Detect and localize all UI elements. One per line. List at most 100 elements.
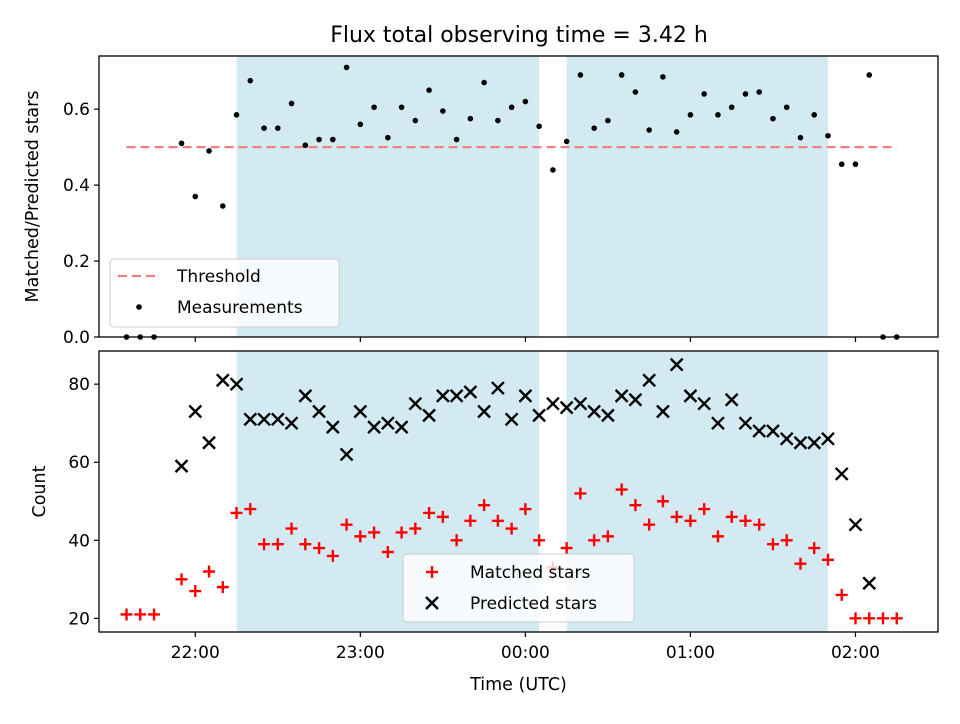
legend-measurements-label: Measurements: [177, 298, 303, 318]
predicted-star-point: [339, 447, 354, 462]
legend-matched-label: Matched stars: [470, 563, 590, 583]
matched-star-point: [808, 542, 821, 555]
y-tick-label: 0.6: [63, 100, 90, 120]
top-shaded-regions: [236, 56, 828, 337]
measurement-point: [591, 125, 597, 131]
matched-star-point: [588, 534, 601, 547]
matched-star-point: [601, 530, 614, 543]
y-tick-label: 0.4: [63, 176, 90, 196]
legend-threshold-label: Threshold: [176, 267, 261, 287]
matched-star-point: [876, 612, 889, 625]
measurement-point: [481, 79, 487, 86]
x-tick-label: 22:00: [171, 643, 220, 663]
bottom-panel: 20 40 60 80 22:00 23:00 00:00 01:00 02:00 Count…: [30, 350, 939, 695]
measurement-point: [701, 91, 707, 97]
measurement-point: [852, 161, 859, 168]
measurement-point: [343, 64, 350, 71]
matched-star-point: [835, 588, 848, 601]
matched-star-point: [203, 565, 216, 578]
predicted-star-point: [202, 435, 216, 450]
matched-star-point: [464, 514, 477, 527]
matched-star-point: [629, 499, 642, 512]
matched-star-point: [478, 499, 491, 512]
measurement-point: [715, 112, 721, 118]
matched-star-point: [698, 503, 711, 516]
matched-star-point: [340, 518, 353, 531]
legend-matched-swatch: [426, 566, 438, 578]
predicted-star-point: [862, 576, 877, 591]
predicted-star-point: [546, 396, 560, 411]
measurement-point: [288, 100, 295, 107]
predicted-star-point: [766, 424, 780, 438]
measurement-point: [371, 104, 377, 111]
measurement-point: [412, 117, 419, 124]
predicted-star-point: [394, 420, 409, 434]
top-x-axis: [194, 337, 857, 342]
predicted-star-point: [491, 381, 505, 395]
measurement-point: [563, 138, 570, 145]
matched-star-point: [849, 612, 862, 625]
predicted-star-point: [656, 404, 670, 419]
measurement-point: [687, 112, 694, 118]
measurement-point: [783, 104, 790, 111]
predicted-star-point: [298, 389, 313, 403]
legend-measurements-swatch: [136, 304, 142, 310]
measurement-point: [357, 121, 364, 128]
measurement-point: [385, 134, 391, 141]
x-tick-label: 02:00: [831, 643, 880, 663]
matched-star-point: [271, 538, 284, 551]
predicted-star-point: [711, 416, 725, 431]
bottom-axes-frame: [98, 350, 939, 633]
measurement-point: [467, 115, 474, 122]
observing-window-2: [566, 56, 828, 337]
top-marks: [123, 64, 900, 340]
measurement-point: [536, 123, 542, 130]
predicted-star-point: [752, 424, 767, 438]
matched-star-point: [519, 503, 532, 516]
y-tick-label: 0.0: [63, 328, 90, 348]
predicted-star-point: [325, 420, 340, 434]
matched-star-point: [450, 534, 463, 547]
bottom-y-axis: 20 40 60 80: [68, 375, 99, 629]
matched-star-point: [643, 518, 656, 531]
matched-star-point: [890, 612, 903, 625]
measurement-point: [550, 167, 556, 173]
bottom-legend: Matched stars Predicted stars: [402, 553, 635, 623]
predicted-star-point: [848, 517, 863, 532]
measurement-point: [756, 89, 762, 95]
chart-title: Flux total observing time = 3.42 h: [330, 23, 708, 48]
matched-star-point: [780, 534, 793, 547]
y-tick-label: 0.2: [63, 252, 90, 272]
matched-star-point: [794, 557, 807, 570]
predicted-star-point: [215, 373, 230, 388]
measurement-point: [247, 77, 254, 84]
measurement-point: [618, 72, 625, 78]
matched-star-point: [285, 522, 298, 535]
predicted-star-point: [270, 412, 285, 427]
measurement-point: [426, 87, 432, 93]
matched-star-point: [684, 514, 697, 527]
predicted-star-point: [436, 389, 450, 403]
predicted-star-point: [367, 420, 381, 434]
matched-star-point: [491, 514, 504, 527]
predicted-star-point: [628, 392, 643, 407]
top-y-axis-label: Matched/Predicted stars: [23, 91, 43, 303]
measurement-point: [508, 104, 515, 111]
measurement-point: [233, 112, 240, 118]
y-tick-label: 60: [68, 453, 90, 473]
matched-star-point: [656, 495, 669, 508]
matched-star-point: [175, 573, 188, 586]
matched-star-point: [230, 506, 243, 519]
y-tick-label: 80: [68, 375, 90, 395]
predicted-star-point: [559, 400, 574, 415]
matched-star-point: [725, 510, 738, 523]
matched-star-point: [120, 608, 133, 621]
predicted-star-point: [587, 404, 601, 419]
measurement-point: [646, 127, 652, 133]
matched-star-point: [216, 581, 229, 594]
measurement-point: [838, 161, 845, 168]
measurement-point: [316, 136, 322, 143]
measurement-point: [632, 89, 639, 95]
